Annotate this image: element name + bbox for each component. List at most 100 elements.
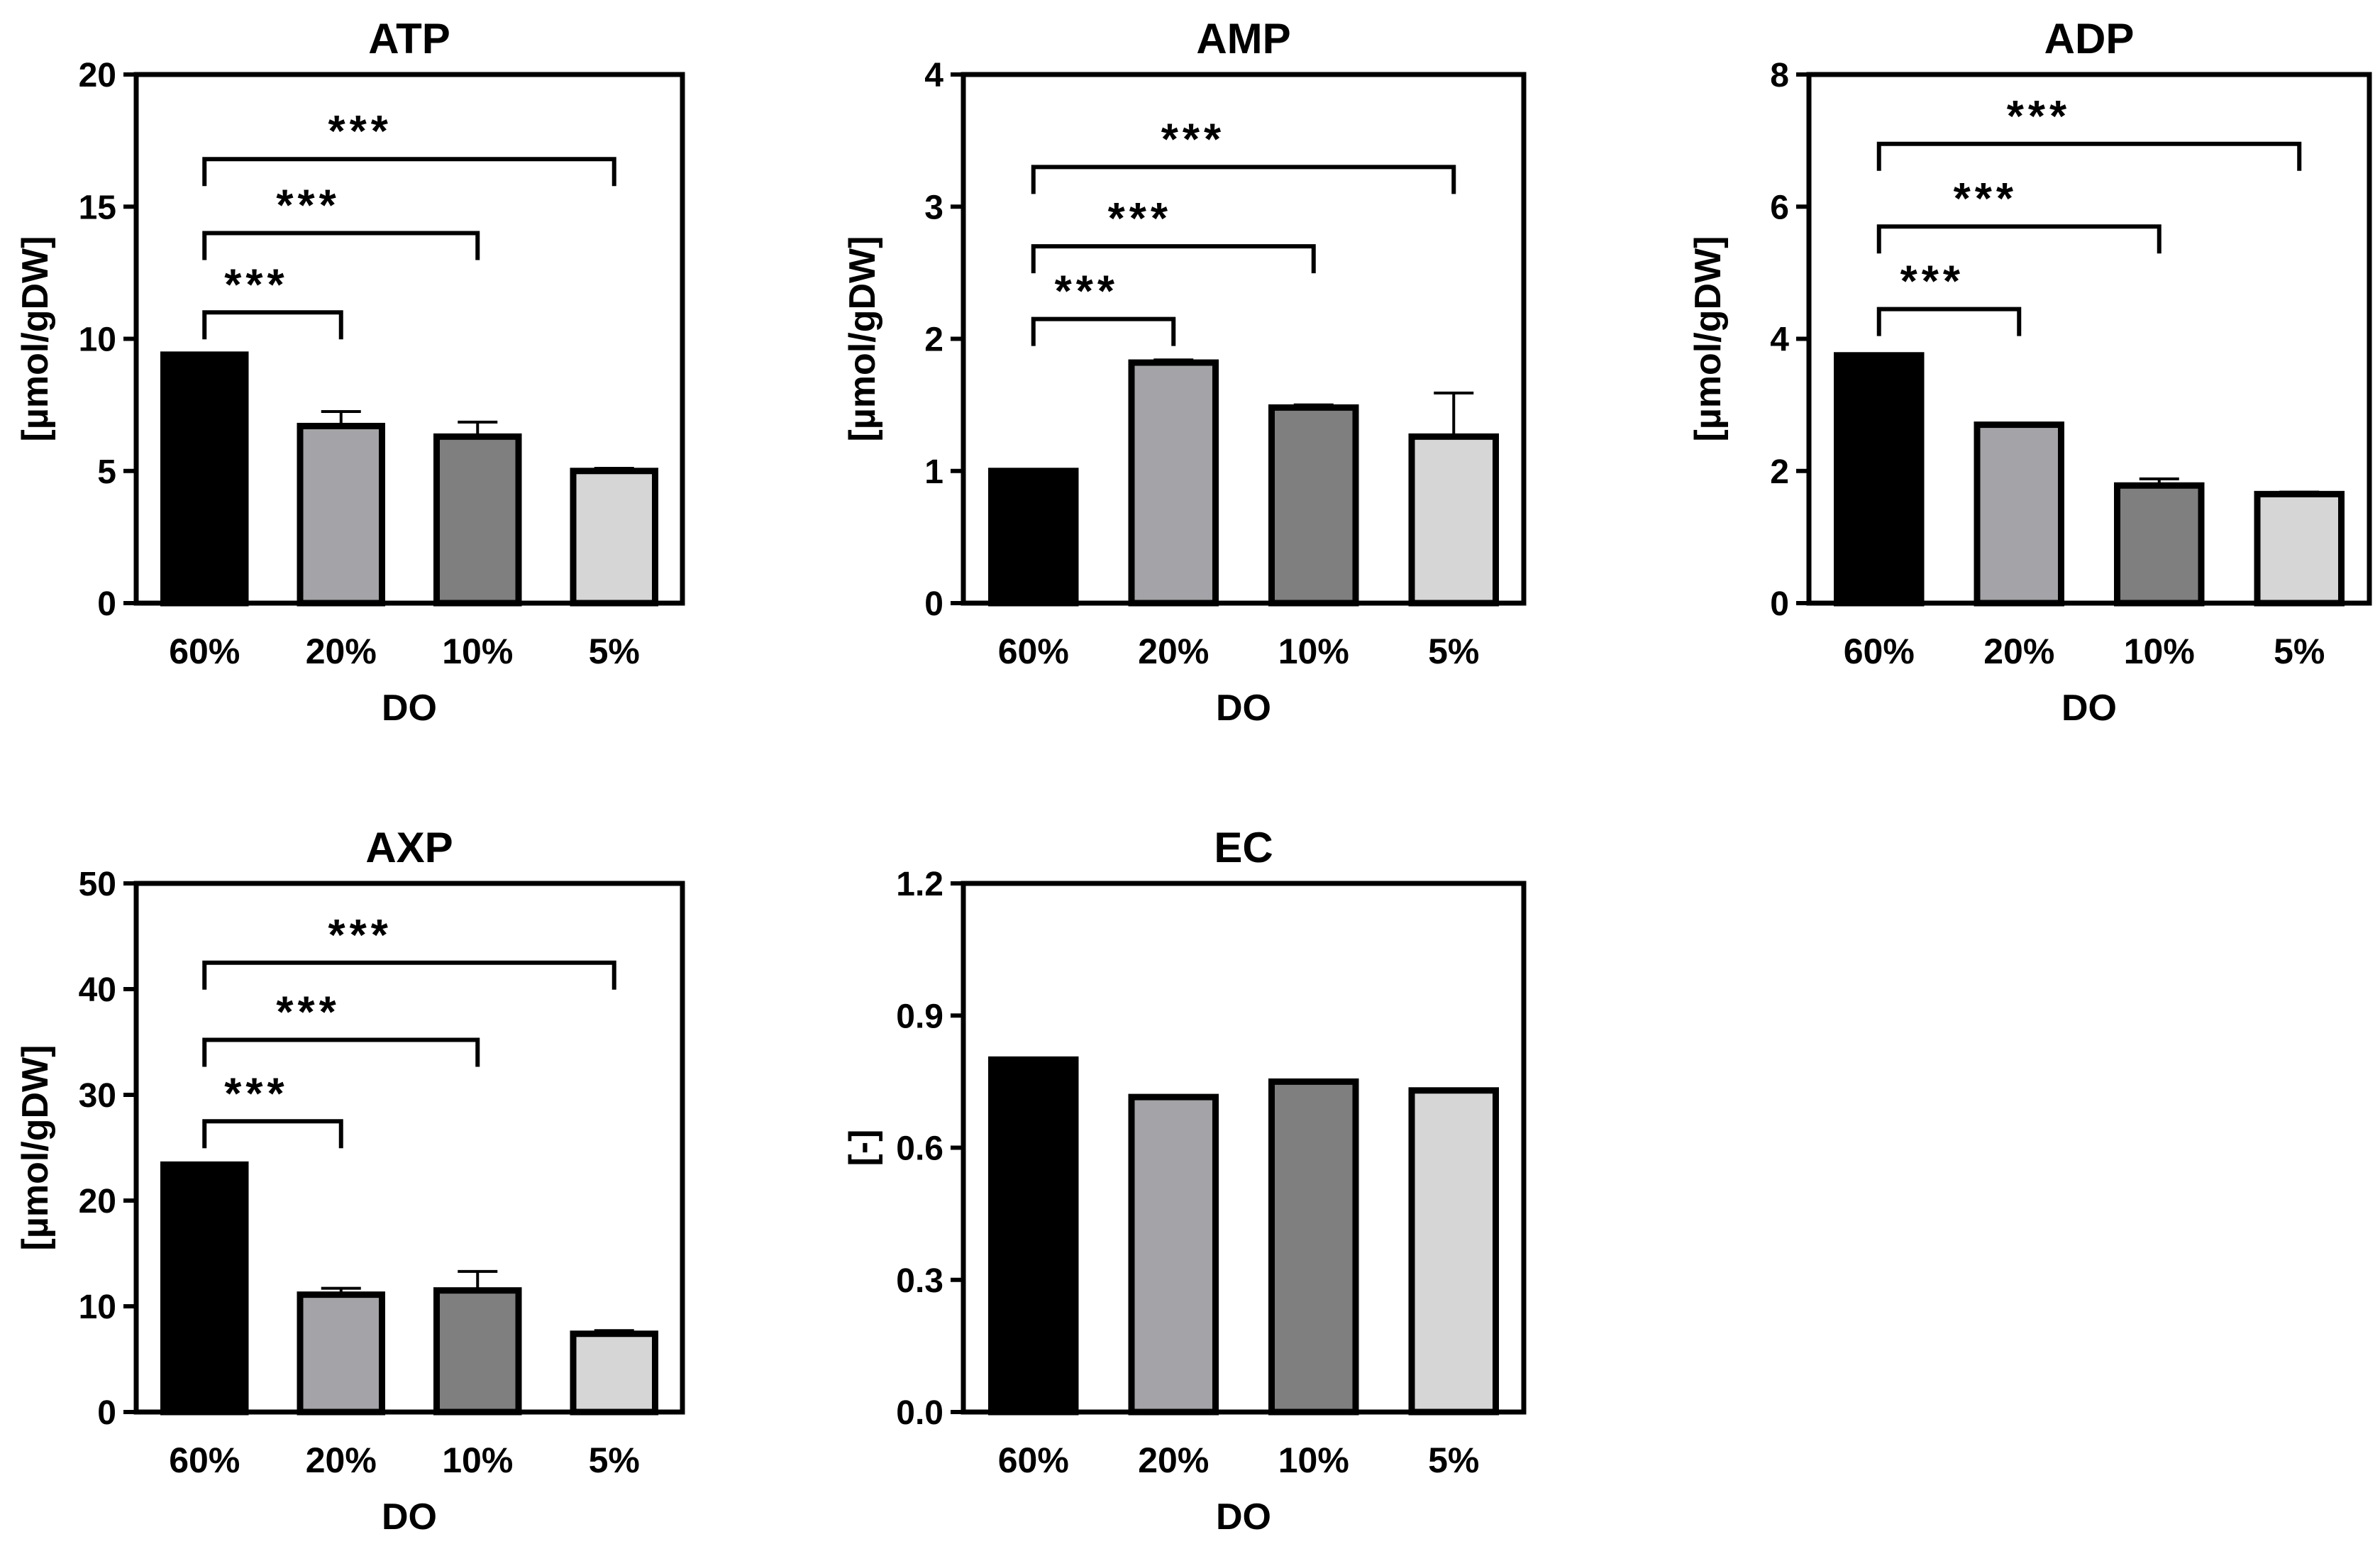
significance-bracket: [1876, 224, 2162, 254]
chart-title: ATP: [368, 15, 450, 62]
significance-bracket: [1876, 307, 2022, 336]
x-tick-label: 60%: [1844, 632, 1915, 671]
y-tick-label: 1: [924, 453, 943, 491]
bar-10pct: [1268, 1078, 1359, 1416]
y-tick-label: 40: [79, 971, 116, 1009]
bar-20pct: [297, 1291, 385, 1416]
x-tick-label: 10%: [2124, 632, 2195, 671]
y-tick-label: 8: [1770, 57, 1789, 94]
y-tick-label: 15: [79, 189, 116, 226]
x-tick-label: 10%: [442, 632, 513, 671]
y-tick-label: 10: [79, 321, 116, 359]
x-tick-label: 60%: [169, 1440, 240, 1480]
x-tick-label: 20%: [306, 1440, 377, 1480]
y-tick-label: 3: [924, 189, 943, 226]
y-tick-label: 0.3: [896, 1262, 943, 1300]
significance-label: ***: [1108, 194, 1172, 243]
bar-5pct: [570, 468, 658, 607]
significance-label: ***: [224, 1069, 288, 1118]
x-tick-label: 20%: [1138, 1440, 1209, 1480]
y-tick-label: 2: [924, 321, 943, 359]
significance-bracket: [202, 1037, 480, 1067]
x-axis-label: DO: [1216, 688, 1271, 729]
bar-5pct: [1408, 433, 1499, 607]
significance-label: ***: [1161, 115, 1225, 164]
chart-title: EC: [1214, 824, 1273, 871]
significance-label: ***: [328, 911, 392, 960]
y-tick-label: 1.2: [896, 866, 943, 903]
y-axis-label: [µmol/gDW]: [1688, 236, 1729, 442]
significance-label: ***: [1954, 175, 2018, 224]
significance-label: ***: [1055, 268, 1119, 316]
y-tick-label: 30: [79, 1077, 116, 1115]
y-tick-label: 0: [97, 1394, 116, 1432]
y-tick-label: 6: [1770, 189, 1789, 226]
bar-60pct: [988, 468, 1079, 607]
x-tick-label: 10%: [1278, 1440, 1349, 1480]
y-axis-label: [µmol/gDW]: [15, 236, 56, 442]
significance-bracket: [1031, 316, 1176, 346]
x-tick-label: 60%: [998, 1440, 1069, 1480]
significance-bracket: [202, 231, 480, 260]
bar-60pct: [1834, 352, 1925, 607]
y-tick-label: 20: [79, 57, 116, 94]
x-axis-label: DO: [1216, 1496, 1271, 1538]
significance-label: ***: [276, 182, 340, 231]
y-tick-label: 0.9: [896, 998, 943, 1035]
bar-5pct: [1408, 1087, 1499, 1416]
bar-60pct: [160, 351, 249, 607]
y-tick-label: 10: [79, 1289, 116, 1326]
y-axis-label: [µmol/gDW]: [842, 236, 883, 442]
y-tick-label: 4: [924, 57, 943, 94]
chart-amp: AMP *** *** *** 0 1 2 3 4 60% 20% 10% 5% DO [µmol/gDW]: [842, 15, 1527, 729]
chart-title: AXP: [365, 824, 453, 871]
x-axis-label: DO: [382, 688, 437, 729]
bar-20pct: [297, 422, 385, 607]
chart-title: ADP: [2044, 15, 2135, 62]
significance-label: ***: [224, 260, 288, 309]
chart-axp: AXP *** *** *** 0 10 20 30 40 50 60% 20% 10% 5% DO [µmo…: [15, 824, 685, 1538]
y-tick-label: 0: [97, 585, 116, 623]
y-tick-label: 5: [97, 453, 116, 491]
y-axis-label: [-]: [842, 1130, 883, 1167]
bar-20pct: [1974, 421, 2064, 607]
x-tick-label: 60%: [998, 632, 1069, 671]
chart-atp: ATP *** *** *** 0 5 10 15 20 60% 20% 10% 5% DO [µmol/g…: [15, 15, 685, 729]
significance-bracket: [202, 157, 616, 187]
chart-ec: EC 0.0 0.3 0.6 0.9 1.2 60% 20% 10% 5% DO [-]: [842, 824, 1527, 1538]
significance-bracket: [1031, 244, 1316, 274]
significance-bracket: [202, 1119, 343, 1149]
y-axis-label: [µmol/gDW]: [15, 1045, 56, 1251]
x-tick-label: 5%: [589, 632, 640, 671]
plot-frame: [133, 881, 685, 1415]
x-tick-label: 10%: [442, 1440, 513, 1480]
bar-60pct: [988, 1056, 1079, 1416]
bar-5pct: [2254, 490, 2345, 607]
x-axis-label: DO: [382, 1496, 437, 1538]
x-tick-label: 5%: [1428, 1440, 1479, 1480]
y-tick-label: 2: [1770, 453, 1789, 491]
chart-title: AMP: [1196, 15, 1290, 62]
x-tick-label: 10%: [1278, 632, 1349, 671]
bar-10pct: [2114, 482, 2205, 607]
y-tick-label: 4: [1770, 321, 1789, 359]
bar-10pct: [1268, 404, 1359, 607]
y-tick-label: 50: [79, 866, 116, 903]
x-tick-label: 5%: [1428, 632, 1479, 671]
x-tick-label: 60%: [169, 632, 240, 671]
y-tick-label: 0: [924, 585, 943, 623]
bar-5pct: [570, 1330, 658, 1416]
significance-label: ***: [1900, 258, 1964, 307]
significance-label: ***: [328, 107, 392, 156]
x-tick-label: 20%: [306, 632, 377, 671]
bar-10pct: [433, 433, 522, 607]
significance-bracket: [1876, 141, 2302, 171]
bar-20pct: [1128, 359, 1219, 607]
y-tick-label: 0.0: [896, 1394, 943, 1432]
chart-adp: ADP *** *** *** 0 2 4 6 8 60% 20% 10% 5% DO [µmol/gDW]: [1688, 15, 2372, 729]
y-tick-label: 0.6: [896, 1130, 943, 1168]
x-tick-label: 5%: [2274, 632, 2325, 671]
x-tick-label: 20%: [1138, 632, 1209, 671]
bar-60pct: [160, 1161, 249, 1416]
significance-label: ***: [276, 988, 340, 1037]
